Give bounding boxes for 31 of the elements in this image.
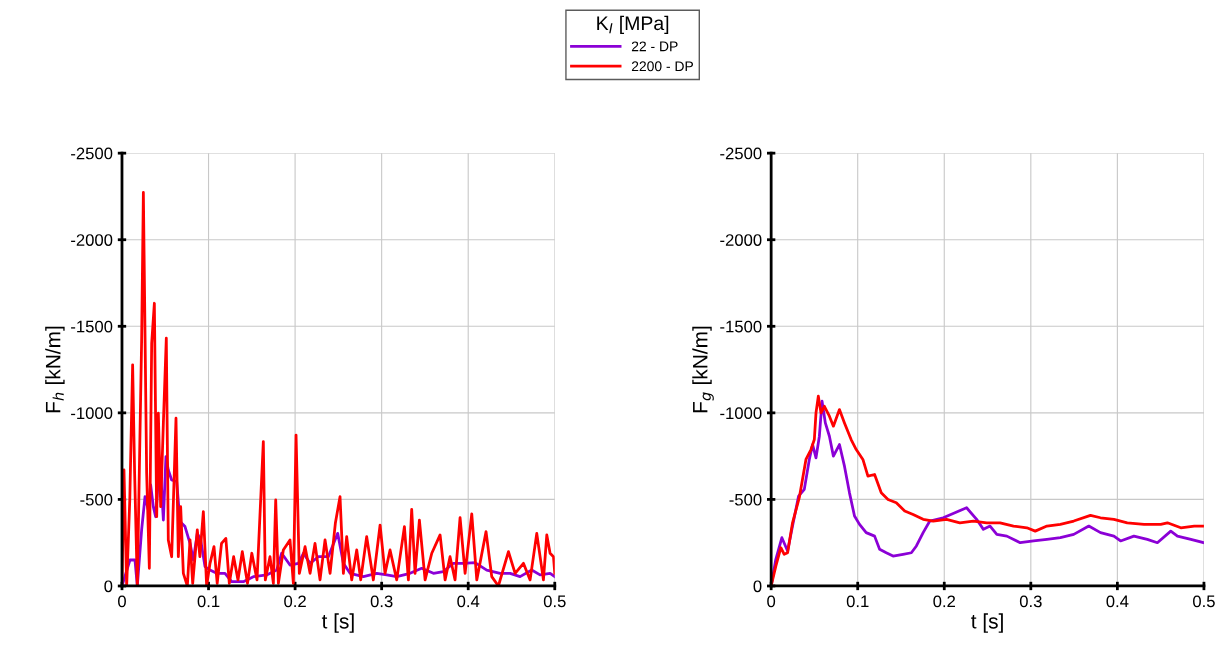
y-tick-label: -2500	[720, 147, 762, 160]
x-tick-label: 0.3	[370, 595, 393, 608]
x-tick-label: 0.1	[846, 595, 869, 608]
x-tick-label: 0.5	[543, 595, 566, 608]
y-tick-label: -1000	[71, 407, 113, 420]
x-tick-label: 0.2	[284, 595, 306, 608]
y-tick-label: -1000	[720, 407, 762, 420]
x-tick-label: 0.4	[457, 595, 480, 608]
y-tick-label: 0	[753, 580, 762, 593]
y-tick-label: -2500	[71, 147, 113, 160]
x-axis-title: t [s]	[321, 613, 354, 633]
y-tick-label: -2000	[720, 234, 762, 246]
legend-label: 22 - DP	[631, 41, 678, 52]
x-tick-label: 0.5	[1193, 595, 1215, 608]
x-tick-label: 0.3	[1019, 595, 1042, 608]
y-tick-label: -1500	[720, 320, 762, 333]
legend-title: K$_{I}$ [MPa]	[597, 15, 669, 34]
x-tick-label: 0.2	[933, 595, 956, 608]
y-tick-label: -1500	[71, 320, 113, 333]
y-axis-title: F$_{h}$ [kN/m]	[45, 326, 65, 413]
x-tick-label: 0.1	[197, 595, 220, 608]
y-tick-label: 0	[104, 580, 113, 593]
x-tick-label: 0.4	[1106, 595, 1129, 608]
x-axis-title: t [s]	[971, 613, 1003, 633]
x-tick-label: 0	[118, 595, 126, 608]
y-tick-label: -500	[80, 493, 113, 506]
y-axis-title: F$_{g}$ [kN/m]	[692, 326, 714, 413]
x-tick-label: 0	[767, 595, 776, 608]
y-tick-label: -500	[729, 493, 762, 506]
y-tick-label: -2000	[71, 234, 113, 246]
legend-label: 2200 - DP	[631, 61, 694, 72]
